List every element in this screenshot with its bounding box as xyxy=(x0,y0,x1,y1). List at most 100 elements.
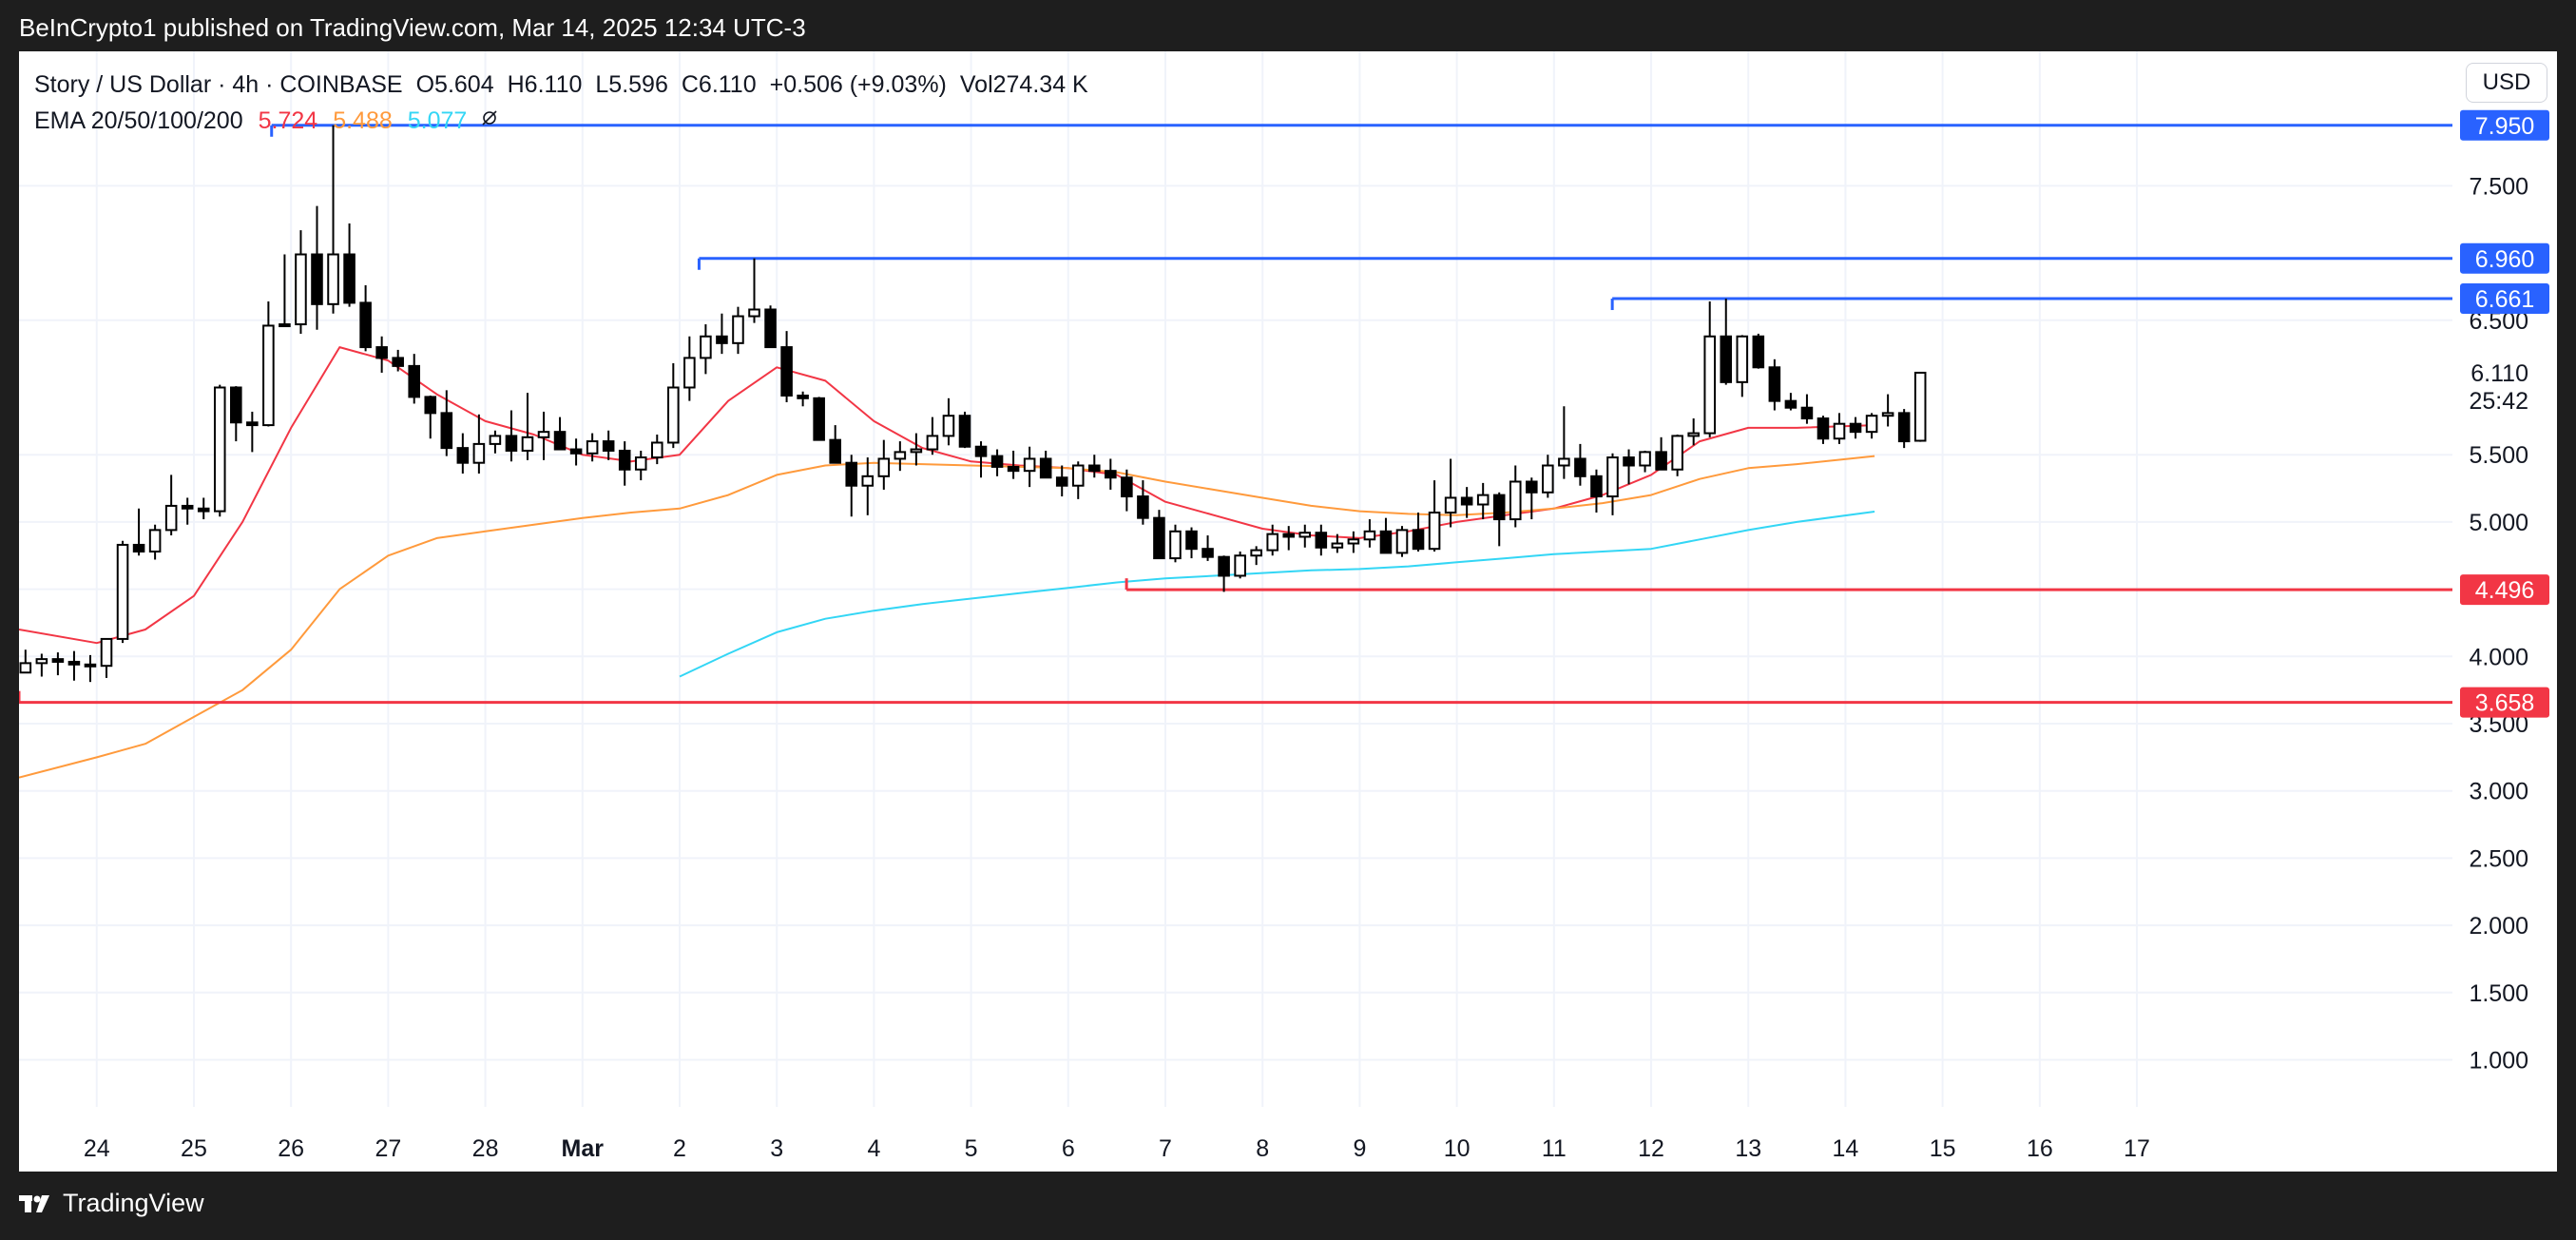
candle-body xyxy=(1185,530,1198,551)
candle-body xyxy=(942,415,955,437)
bar-countdown-label: 25:42 xyxy=(2469,388,2528,415)
candle-body xyxy=(1752,335,1765,369)
currency-button[interactable]: USD xyxy=(2466,63,2547,103)
x-tick-label: 6 xyxy=(1062,1135,1075,1162)
y-tick-label: 2.500 xyxy=(2469,845,2528,872)
x-tick-label: 7 xyxy=(1159,1135,1172,1162)
plot-layer xyxy=(19,124,2452,779)
candle-body xyxy=(1218,555,1230,577)
x-tick-label: 2 xyxy=(673,1135,686,1162)
candle-body xyxy=(489,435,502,445)
tradingview-logo-icon xyxy=(19,1193,53,1214)
candle-body xyxy=(1250,549,1262,557)
candle-body xyxy=(958,415,971,448)
candle-body xyxy=(537,431,550,438)
level-label-box xyxy=(2460,109,2549,141)
candle-body xyxy=(343,253,356,304)
candle-body xyxy=(440,412,453,450)
x-tick-label: 8 xyxy=(1256,1135,1269,1162)
eye-off-icon[interactable] xyxy=(480,108,499,133)
candle-body xyxy=(813,397,825,441)
candle-body xyxy=(1071,464,1085,487)
candle-body xyxy=(700,335,712,359)
symbol-legend-row: Story / US Dollar · 4h · COINBASE O5.604… xyxy=(34,67,1088,103)
candle-body xyxy=(1623,456,1635,467)
candle-body xyxy=(246,421,259,427)
change-value: +0.506 (+9.03%) xyxy=(769,70,947,98)
candle-body xyxy=(67,660,81,666)
candle-body xyxy=(213,386,226,513)
x-tick-label: 11 xyxy=(1542,1135,1567,1162)
candle-body xyxy=(1476,494,1490,506)
candle-body xyxy=(456,447,470,464)
candle-body xyxy=(1379,530,1393,554)
x-tick-label: 5 xyxy=(965,1135,978,1162)
y-tick-label: 4.000 xyxy=(2469,644,2528,670)
candle-body xyxy=(1897,412,1911,443)
candle-body xyxy=(602,440,615,452)
candle-body xyxy=(1428,512,1441,551)
candle-body xyxy=(974,445,988,457)
candle-body xyxy=(748,308,760,318)
x-tick-label: 12 xyxy=(1638,1135,1664,1162)
candle-body xyxy=(1153,516,1165,560)
candle-body xyxy=(586,440,599,455)
candle-body xyxy=(894,451,907,460)
level-label: 6.661 xyxy=(2475,286,2535,313)
symbol-title[interactable]: Story / US Dollar · 4h · COINBASE xyxy=(34,70,403,98)
footer-bar xyxy=(0,1172,2576,1240)
candle-body xyxy=(1363,530,1376,541)
candle-body xyxy=(910,448,923,454)
tradingview-brand[interactable]: TradingView xyxy=(19,1189,204,1218)
level-label-box xyxy=(2460,283,2549,315)
candle-body xyxy=(181,504,194,510)
level-label: 7.950 xyxy=(2475,113,2535,140)
candle-body xyxy=(1169,530,1182,560)
candle-body xyxy=(1088,464,1101,473)
candle-body xyxy=(1865,415,1878,434)
candle-body xyxy=(1720,335,1733,383)
candle-body xyxy=(295,253,307,326)
candle-body xyxy=(1121,476,1133,498)
ema-line xyxy=(679,511,1875,678)
candle-body xyxy=(829,438,841,464)
x-tick-label: 17 xyxy=(2124,1135,2150,1162)
candle-body xyxy=(1007,465,1020,473)
candle-body xyxy=(1881,412,1894,417)
candle-body xyxy=(1444,496,1457,514)
candle-body xyxy=(230,386,242,424)
candle-body xyxy=(569,448,583,455)
open-value: O5.604 xyxy=(415,70,494,98)
current-price-label: 6.110 xyxy=(2470,360,2528,387)
candle-body xyxy=(1655,451,1667,471)
candle-body xyxy=(359,301,372,349)
x-tick-label: 4 xyxy=(867,1135,880,1162)
candle-body xyxy=(1768,366,1781,402)
candle-body xyxy=(797,394,809,399)
candle-body xyxy=(1315,532,1328,549)
candle-body xyxy=(1849,422,1862,434)
candle-body xyxy=(1800,406,1814,420)
close-value: C6.110 xyxy=(681,70,757,98)
ema50-value: 5.488 xyxy=(333,107,393,134)
candle-body xyxy=(148,529,162,553)
x-tick-label: 9 xyxy=(1353,1135,1366,1162)
candle-body xyxy=(197,507,210,513)
x-tick-label: 16 xyxy=(2027,1135,2053,1162)
candle-body xyxy=(19,662,32,674)
level-label-box xyxy=(2460,687,2549,718)
candle-body xyxy=(1590,475,1603,498)
candle-body xyxy=(1039,457,1052,479)
candle-body xyxy=(1492,494,1506,521)
ema-label[interactable]: EMA 20/50/100/200 xyxy=(34,107,243,134)
candle-body xyxy=(780,346,793,397)
level-label: 6.960 xyxy=(2475,246,2535,273)
high-value: H6.110 xyxy=(507,70,583,98)
ema-legend-row: EMA 20/50/100/200 5.724 5.488 5.077 xyxy=(34,103,1088,139)
candle-body xyxy=(1671,435,1683,471)
candle-body xyxy=(553,431,567,451)
candle-body xyxy=(1460,496,1473,506)
x-tick-label: 3 xyxy=(770,1135,783,1162)
chart-area[interactable] xyxy=(19,51,2557,1172)
